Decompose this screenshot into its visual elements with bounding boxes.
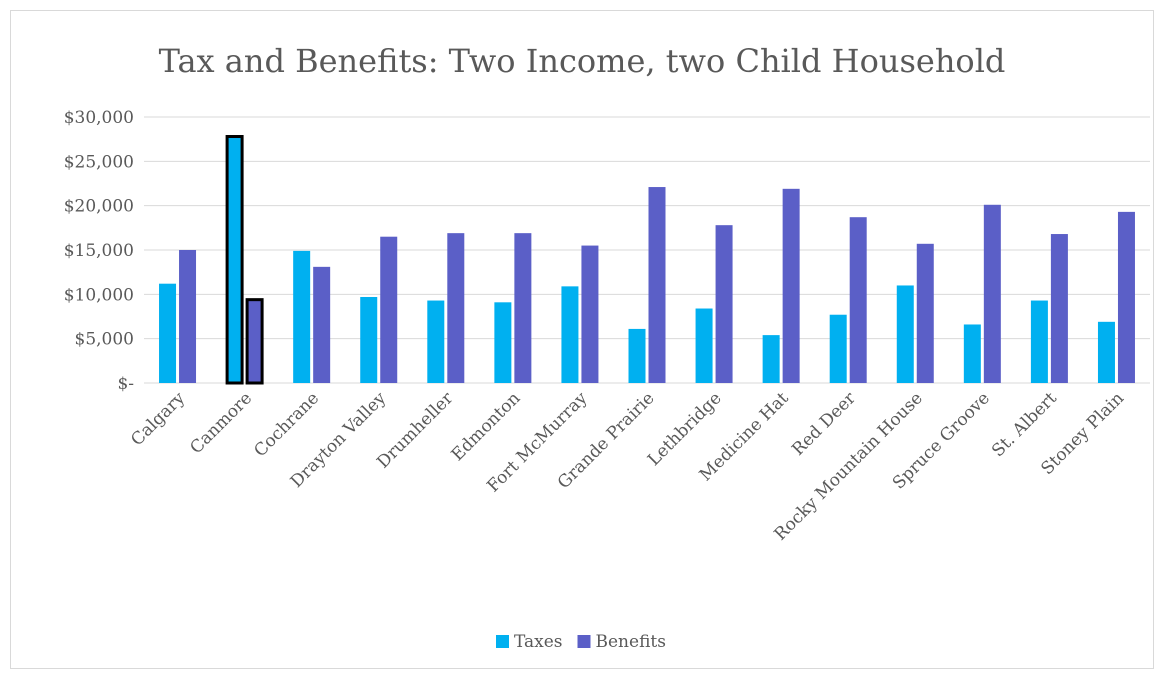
legend-label-taxes: Taxes bbox=[514, 632, 563, 652]
bar-taxes-edmonton bbox=[494, 302, 512, 383]
y-tick-label: $15,000 bbox=[64, 241, 134, 261]
y-axis-ticks: $- $5,000 $10,000 $15,000 $20,000 $25,000 $30,… bbox=[64, 108, 134, 394]
y-tick-label: $25,000 bbox=[64, 152, 134, 172]
x-tick-label: Calgary bbox=[127, 388, 189, 450]
x-tick-label: Canmore bbox=[186, 388, 256, 458]
y-tick-label: $10,000 bbox=[64, 285, 134, 305]
bar-taxes-lethbridge bbox=[695, 308, 713, 383]
bar-benefits-cochrane bbox=[313, 266, 331, 383]
bar-benefits-grande-prairie bbox=[648, 187, 666, 383]
bar-taxes-stoney-plain bbox=[1097, 321, 1115, 383]
legend-swatch-taxes bbox=[496, 635, 509, 648]
bar-taxes-calgary bbox=[159, 283, 177, 383]
bar-benefits-stoney-plain bbox=[1117, 211, 1135, 383]
bar-benefits-rocky-mountain-house bbox=[916, 243, 934, 383]
bar-benefits-st-albert bbox=[1050, 234, 1068, 383]
bar-benefits-fort-mcmurray bbox=[581, 245, 599, 383]
bar-taxes-fort-mcmurray bbox=[561, 286, 579, 383]
bar-benefits-canmore bbox=[245, 298, 264, 385]
bar-taxes-st-albert bbox=[1030, 300, 1048, 383]
chart-title: Tax and Benefits: Two Income, two Child … bbox=[159, 42, 1006, 80]
legend-swatch-benefits bbox=[577, 635, 591, 648]
bar-benefits-calgary bbox=[179, 250, 197, 383]
bar-taxes-red-deer bbox=[829, 314, 847, 383]
bar-taxes-grande-prairie bbox=[628, 328, 646, 383]
bar-benefits-lethbridge bbox=[715, 225, 733, 383]
bar-benefits-edmonton bbox=[514, 233, 532, 383]
bar-taxes-spruce-groove bbox=[963, 324, 981, 383]
bar-benefits-drayton-valley bbox=[380, 236, 398, 383]
legend-label-benefits: Benefits bbox=[596, 632, 666, 652]
bar-taxes-rocky-mountain-house bbox=[896, 285, 914, 383]
bar-benefits-spruce-groove bbox=[983, 204, 1001, 383]
x-tick-label: Cochrane bbox=[250, 388, 323, 461]
bars bbox=[159, 135, 1135, 385]
bar-taxes-canmore bbox=[225, 135, 244, 385]
y-tick-label: $5,000 bbox=[75, 330, 134, 350]
legend: Taxes Benefits bbox=[496, 632, 666, 652]
x-tick-label: Red Deer bbox=[788, 388, 860, 460]
y-tick-label: $30,000 bbox=[64, 108, 134, 128]
y-tick-label: $- bbox=[117, 374, 134, 394]
bar-benefits-drumheller bbox=[447, 233, 465, 383]
bar-taxes-cochrane bbox=[293, 250, 311, 383]
bar-taxes-drayton-valley bbox=[360, 296, 378, 383]
x-tick-label: St. Albert bbox=[988, 388, 1061, 461]
bar-benefits-medicine-hat bbox=[782, 188, 800, 383]
bar-taxes-drumheller bbox=[427, 300, 445, 383]
y-tick-label: $20,000 bbox=[64, 197, 134, 217]
bar-taxes-medicine-hat bbox=[762, 335, 780, 383]
gridlines bbox=[144, 116, 1150, 384]
bar-benefits-red-deer bbox=[849, 217, 867, 383]
